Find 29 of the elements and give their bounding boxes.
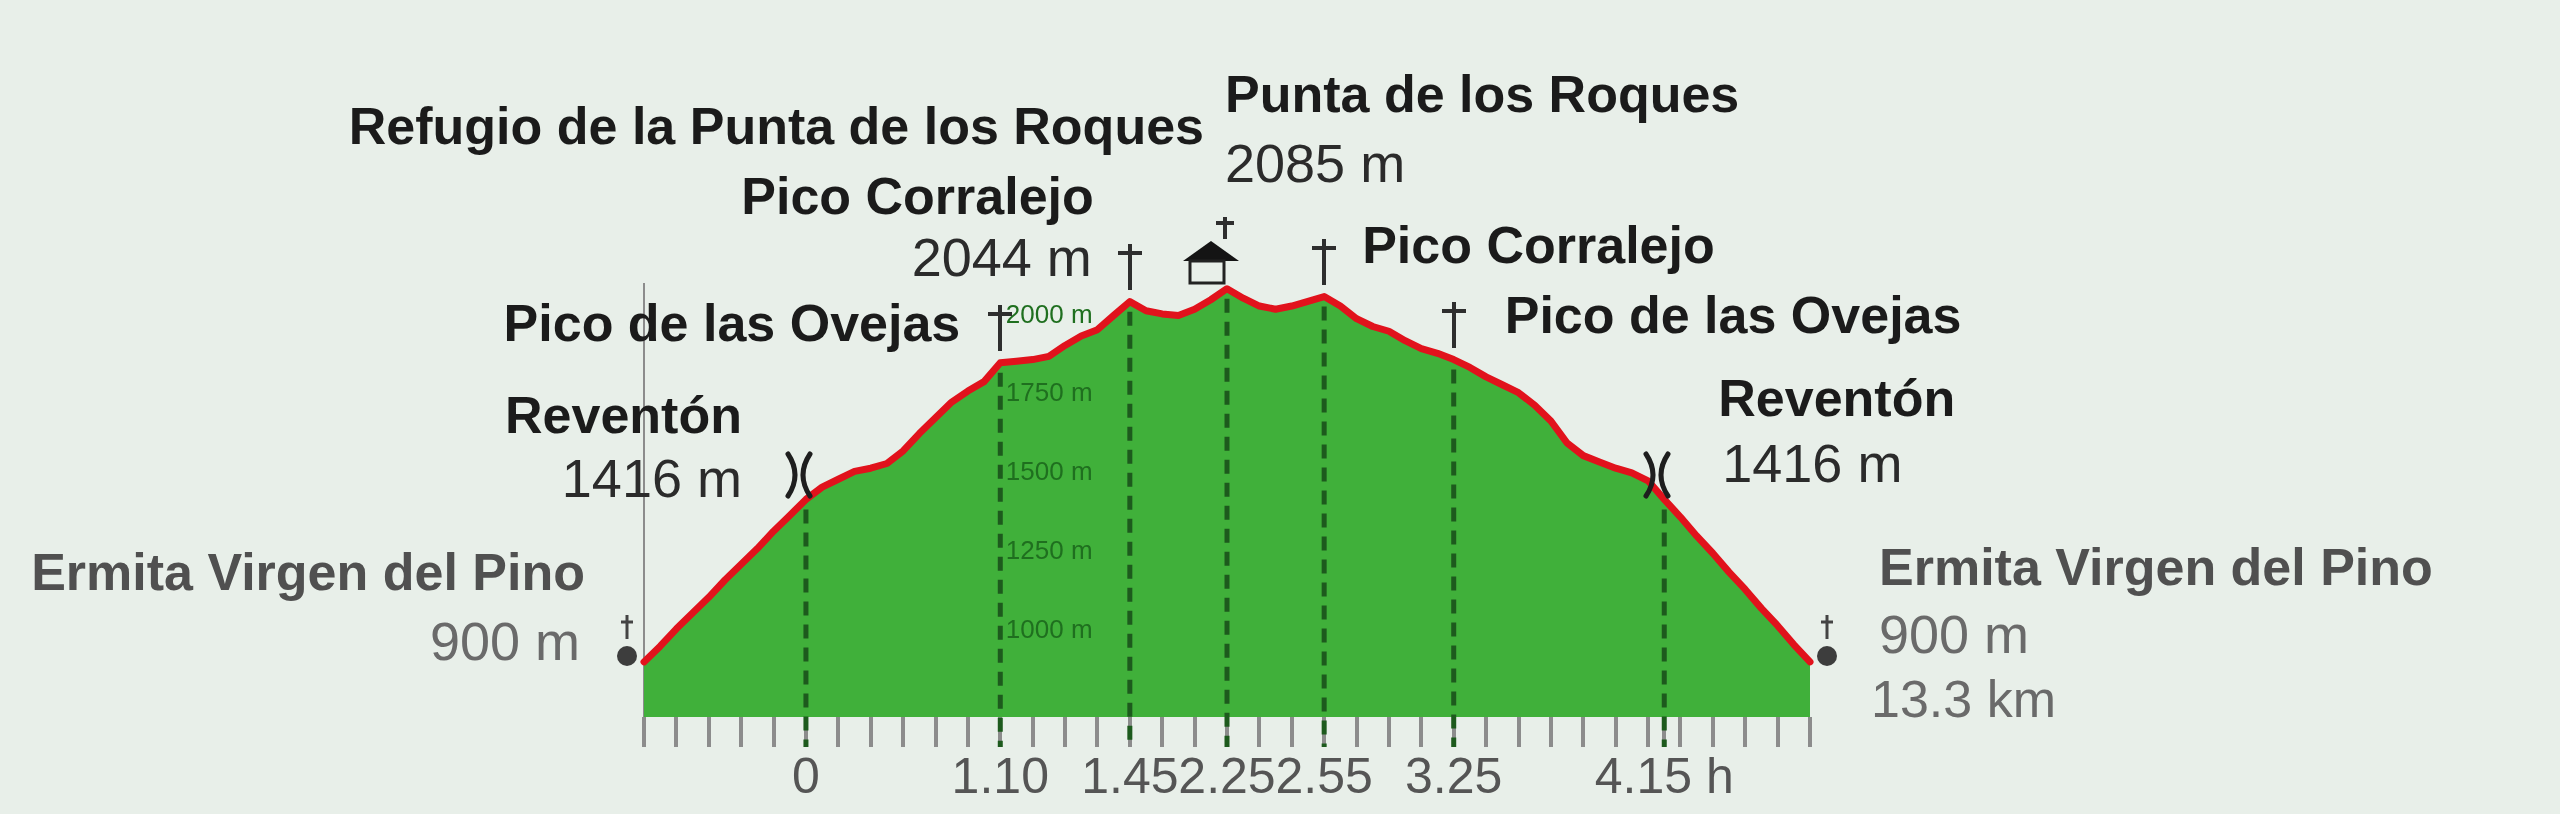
x-tick-label: 1.45 xyxy=(1081,747,1179,804)
x-tick-label: 2.55 xyxy=(1275,747,1373,804)
y-tick-label: 1250 m xyxy=(1005,534,1093,565)
annotation: Pico Corralejo xyxy=(741,166,1094,225)
annotation: Pico de las Ovejas xyxy=(503,294,961,353)
y-tick-label: 1000 m xyxy=(1005,613,1093,644)
annotation: 1416 m xyxy=(561,448,742,509)
text: Ermita Virgen del Pino xyxy=(1879,538,2433,597)
x-tick-label: 4.15 h xyxy=(1594,747,1734,804)
text: 900 m xyxy=(1879,603,2030,664)
y-tick-label: 1500 m xyxy=(1005,456,1093,487)
y-tick-label: 2000 m xyxy=(1005,298,1093,329)
text: Ermita Virgen del Pino xyxy=(31,543,585,602)
annotation: Pico Corralejo xyxy=(1362,215,1715,274)
text: 900 m xyxy=(429,610,580,671)
y-tick-label: 1750 m xyxy=(1005,377,1093,408)
annotation: Reventón xyxy=(505,385,742,444)
x-tick-label: 0 xyxy=(792,747,820,804)
x-tick-label: 1.10 xyxy=(951,747,1049,804)
annotation: Pico de las Ovejas xyxy=(1504,285,1962,344)
annotation: Reventón xyxy=(1718,368,1956,427)
annotation: Refugio de la Punta de los Roques xyxy=(348,97,1204,156)
annotation: 2085 m xyxy=(1225,132,1406,193)
x-tick-label: 3.25 xyxy=(1405,747,1503,804)
text: Punta de los Roques xyxy=(1225,65,1740,124)
x-tick-label: 2.25 xyxy=(1178,747,1276,804)
text: 13.3 km xyxy=(1871,670,2056,729)
annotation: 2044 m xyxy=(911,226,1092,287)
annotation: 1416 m xyxy=(1722,433,1903,494)
